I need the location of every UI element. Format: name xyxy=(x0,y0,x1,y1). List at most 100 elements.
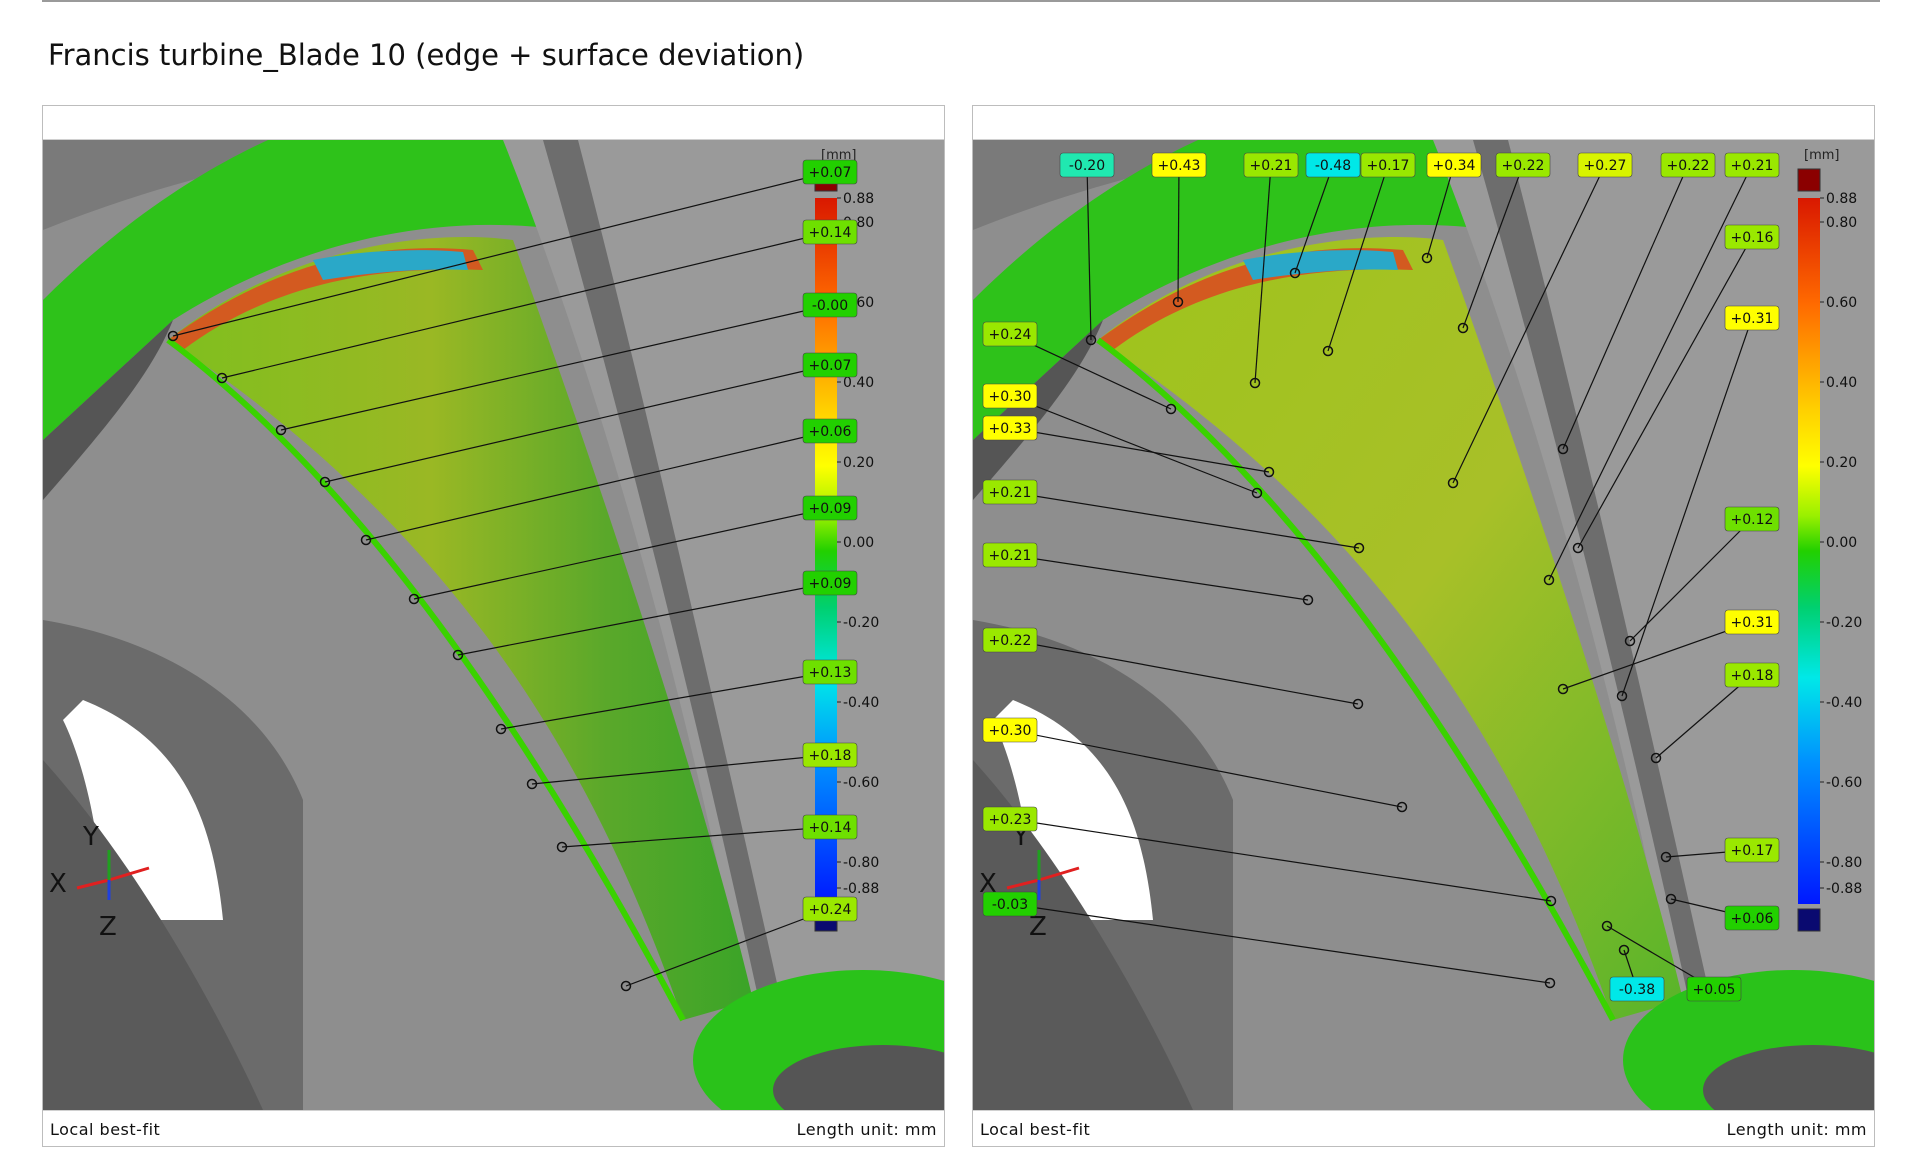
deviation-label-box xyxy=(802,659,858,685)
deviation-label-box xyxy=(1243,152,1299,178)
deviation-value: +0.22 xyxy=(1502,158,1545,174)
deviation-label-box xyxy=(1660,152,1716,178)
left-3d-viewport[interactable]: 0.88 0.80 0.60 0.40 0.20 0.00 -0.20 -0.40 -0.60-… xyxy=(43,139,944,1111)
callout-leader-line xyxy=(1294,164,1334,274)
axis-letter-y: Y xyxy=(82,822,99,852)
measure-point-marker xyxy=(1172,296,1184,308)
outer-ring-surface xyxy=(973,140,1493,440)
deviation-callout[interactable]: +0.07 xyxy=(167,159,858,342)
deviation-callout[interactable]: +0.21 xyxy=(982,479,1365,554)
deviation-label-box xyxy=(802,292,858,318)
callout-leader-line xyxy=(1009,554,1309,601)
scale-tick-label: 0.00 xyxy=(843,535,874,551)
callout-leader-line xyxy=(413,507,831,600)
deviation-callout[interactable]: +0.17 xyxy=(1660,837,1780,863)
deviation-label-box xyxy=(1724,152,1780,178)
deviation-callout[interactable]: +0.21 xyxy=(1243,152,1299,389)
scale-tick-label: -0.20 xyxy=(1826,615,1862,631)
deviation-callout[interactable]: +0.06 xyxy=(1665,893,1780,931)
deviation-callout[interactable]: +0.30 xyxy=(982,717,1408,813)
page-title: Francis turbine_Blade 10 (edge + surface… xyxy=(48,38,805,72)
deviation-value: +0.33 xyxy=(989,421,1032,437)
deviation-callout[interactable]: +0.17 xyxy=(1322,152,1416,357)
deviation-callout[interactable]: +0.09 xyxy=(452,570,858,661)
deviation-callout[interactable]: +0.09 xyxy=(408,495,858,605)
deviation-callout[interactable]: +0.21 xyxy=(1543,152,1780,586)
callout-leader-line xyxy=(457,582,831,656)
callout-leader-line xyxy=(1254,164,1272,384)
deviation-value: +0.21 xyxy=(989,485,1032,501)
deviation-callout[interactable]: +0.07 xyxy=(319,352,858,488)
deviation-callout[interactable]: +0.22 xyxy=(1457,152,1551,334)
measure-point-marker xyxy=(408,593,420,605)
measure-point-marker xyxy=(1601,920,1613,932)
scale-tick-label: 0.20 xyxy=(843,455,874,471)
scale-tick-label: 0.00 xyxy=(1826,535,1857,551)
deviation-callout[interactable]: +0.22 xyxy=(982,627,1364,710)
deviation-callout[interactable]: +0.22 xyxy=(1557,152,1716,455)
scale-tick-label: 0.88 xyxy=(1826,191,1857,207)
deviation-callout[interactable]: +0.14 xyxy=(556,814,858,853)
deviation-callout[interactable]: -0.03 xyxy=(982,891,1556,989)
deviation-callout[interactable]: +0.24 xyxy=(982,321,1177,415)
callout-leader-line xyxy=(1009,491,1360,549)
top-rule xyxy=(42,0,1880,2)
scale-tick-label: 0.88 xyxy=(843,191,874,207)
deviation-callout[interactable]: +0.13 xyxy=(495,659,858,735)
measure-point-marker xyxy=(1421,252,1433,264)
callout-leader-line xyxy=(365,430,831,541)
scale-tick-label: 0.40 xyxy=(1826,375,1857,391)
deviation-label-box xyxy=(802,742,858,768)
deviation-label-box xyxy=(1724,305,1780,331)
measure-point-marker xyxy=(1447,477,1459,489)
left-scene: 0.880.800.600.400.200.00-0.20-0.40-0.60-… xyxy=(43,140,944,1110)
deviation-callout[interactable]: +0.16 xyxy=(1572,224,1780,554)
length-unit-label: Length unit: mm xyxy=(796,1120,937,1139)
deviation-label-box xyxy=(1686,976,1742,1002)
deviation-callout[interactable]: +0.12 xyxy=(1624,506,1780,647)
deviation-label-box xyxy=(982,542,1038,568)
deviation-callout[interactable]: -0.20 xyxy=(1059,152,1115,346)
axis-letter-x: X xyxy=(979,869,997,899)
deviation-callout[interactable]: +0.18 xyxy=(526,742,858,790)
measure-point-marker xyxy=(1353,542,1365,554)
deviation-callout[interactable]: +0.31 xyxy=(1557,609,1780,695)
deviation-callout[interactable]: -0.38 xyxy=(1609,944,1665,1002)
deviation-callout[interactable]: +0.27 xyxy=(1447,152,1633,489)
deviation-value: +0.06 xyxy=(809,424,852,440)
deviation-callout[interactable]: +0.33 xyxy=(982,415,1275,478)
deviation-callout[interactable]: +0.21 xyxy=(982,542,1314,606)
deviation-callout[interactable]: +0.18 xyxy=(1650,662,1780,764)
axis-triad xyxy=(1006,850,1080,900)
callout-leader-line xyxy=(1009,395,1258,494)
deviation-callout[interactable]: +0.23 xyxy=(982,806,1557,907)
deviation-callout[interactable]: +0.05 xyxy=(1601,920,1742,1002)
scale-tick-label: -0.60 xyxy=(843,775,879,791)
callout-leader-line xyxy=(280,304,831,431)
deviation-value: +0.17 xyxy=(1731,843,1774,859)
measure-point-marker xyxy=(1545,895,1557,907)
scale-tick-label: -0.88 xyxy=(843,881,879,897)
deviation-callout[interactable]: +0.24 xyxy=(620,896,858,992)
deviation-callout[interactable]: +0.06 xyxy=(360,418,858,546)
deviation-value: -0.20 xyxy=(1069,158,1105,174)
deviation-callout[interactable]: +0.14 xyxy=(216,219,858,384)
deviation-label-box xyxy=(1724,837,1780,863)
right-3d-viewport[interactable]: 0.88 0.80 0.60 0.40 0.20 0.00 -0.20 -0.40 -0.60 -… xyxy=(973,139,1874,1111)
deviation-callout[interactable]: +0.30 xyxy=(982,383,1263,499)
deviation-label-box xyxy=(802,570,858,596)
deviation-label-box xyxy=(982,891,1038,917)
length-unit-label: Length unit: mm xyxy=(1726,1120,1867,1139)
deviation-value: +0.21 xyxy=(1250,158,1293,174)
deviation-callout[interactable]: +0.43 xyxy=(1151,152,1207,308)
outer-ring-surface xyxy=(43,140,563,440)
deviation-label-box xyxy=(1724,905,1780,931)
fit-method-label: Local best-fit xyxy=(50,1120,161,1139)
deviation-callout[interactable]: -0.48 xyxy=(1289,152,1361,279)
deviation-label-box xyxy=(1724,662,1780,688)
deviation-label-box xyxy=(982,415,1038,441)
deviation-callout[interactable]: -0.00 xyxy=(275,292,858,436)
deviation-callout[interactable]: +0.34 xyxy=(1421,152,1482,264)
measure-point-marker xyxy=(319,476,331,488)
deviation-callout[interactable]: +0.31 xyxy=(1616,305,1780,702)
